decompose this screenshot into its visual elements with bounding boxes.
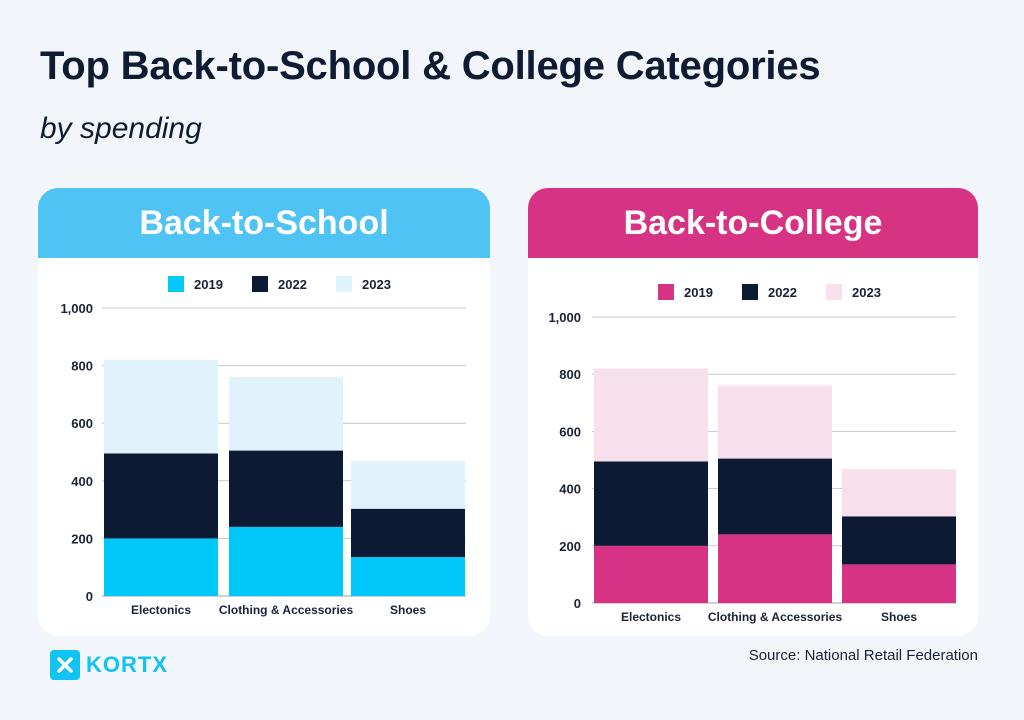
y-tick-label: 800: [71, 359, 93, 374]
back-to-school-chart: 2019 2022 2023 0 200 400 600 800 1,000 Electonics…: [60, 276, 466, 617]
y-tick-label: 1,000: [548, 310, 581, 325]
legend-label-2023: 2023: [852, 285, 881, 300]
bar-2019-1: [229, 526, 343, 596]
logo-text: KORTX: [86, 652, 168, 677]
bar-2023-1: [718, 385, 832, 459]
bar-2023-0: [104, 359, 218, 454]
legend-swatch-2023: [826, 284, 842, 300]
bar-2022-0: [594, 461, 708, 546]
y-tick-label: 200: [559, 539, 581, 554]
bar-2023-2: [842, 469, 956, 517]
back-to-college-card: Back-to-College 2019 2022 2023 0 200 400 600 80…: [528, 188, 978, 636]
kortx-logo: KORTX: [50, 650, 168, 680]
legend-label-2022: 2022: [768, 285, 797, 300]
legend-swatch-2019: [658, 284, 674, 300]
bar-2019-0: [104, 538, 218, 596]
category-label: Shoes: [390, 603, 426, 617]
page-title: Top Back-to-School & College Categories: [40, 44, 821, 88]
back-to-college-chart: 2019 2022 2023 0 200 400 600 800 1,000 Electonics…: [548, 284, 956, 624]
category-label: Shoes: [881, 610, 917, 624]
y-tick-label: 400: [71, 474, 93, 489]
legend-swatch-2022: [252, 276, 268, 292]
y-tick-label: 400: [559, 482, 581, 497]
y-tick-label: 200: [71, 531, 93, 546]
back-to-school-header: Back-to-School: [38, 188, 490, 258]
back-to-college-header: Back-to-College: [528, 188, 978, 258]
category-label: Clothing & Accessories: [708, 610, 843, 624]
x-logo-icon: [50, 650, 80, 680]
bar-2022-2: [842, 516, 956, 565]
bar-2019-0: [594, 545, 708, 603]
page-subtitle: by spending: [40, 112, 202, 145]
legend-label-2022: 2022: [278, 277, 307, 292]
y-tick-label: 600: [559, 424, 581, 439]
y-tick-label: 600: [71, 416, 93, 431]
y-tick-label: 0: [86, 589, 93, 604]
legend-swatch-2022: [742, 284, 758, 300]
bar-2023-1: [229, 377, 343, 451]
back-to-school-card: Back-to-School 2019 2022 2023 0 200 400 600 800…: [38, 188, 490, 636]
category-label: Electonics: [131, 603, 191, 617]
y-tick-label: 1,000: [60, 301, 93, 316]
bar-2022-1: [229, 450, 343, 527]
bar-2019-1: [718, 534, 832, 603]
y-tick-label: 0: [574, 596, 581, 611]
bar-2022-0: [104, 453, 218, 539]
legend-label-2019: 2019: [684, 285, 713, 300]
category-label: Electonics: [621, 610, 681, 624]
bar-2023-0: [594, 368, 708, 462]
y-tick-label: 800: [559, 367, 581, 382]
category-label: Clothing & Accessories: [219, 603, 354, 617]
bar-2023-2: [351, 461, 465, 509]
bar-2019-2: [842, 564, 956, 603]
legend-swatch-2019: [168, 276, 184, 292]
legend-label-2023: 2023: [362, 277, 391, 292]
bar-2022-2: [351, 508, 465, 558]
bar-2019-2: [351, 557, 465, 596]
source-note: Source: National Retail Federation: [748, 647, 978, 664]
legend-label-2019: 2019: [194, 277, 223, 292]
bar-2022-1: [718, 458, 832, 535]
legend-swatch-2023: [336, 276, 352, 292]
